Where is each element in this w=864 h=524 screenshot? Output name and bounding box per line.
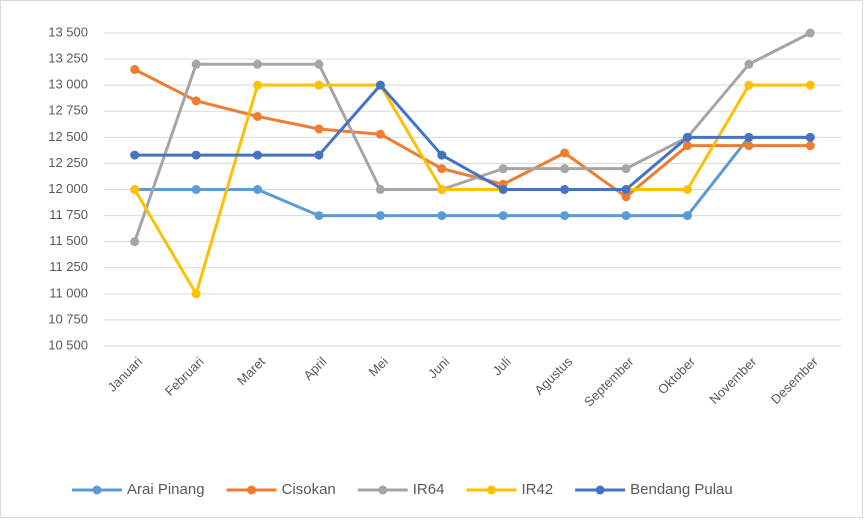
point <box>130 185 140 194</box>
legend-marker <box>486 485 496 495</box>
point <box>437 150 447 160</box>
point <box>744 132 754 142</box>
point <box>744 59 754 69</box>
point <box>682 211 692 221</box>
series-line <box>133 83 811 296</box>
y-tick-label: 12 250 <box>48 155 88 170</box>
point <box>314 80 324 90</box>
point <box>560 164 570 174</box>
point <box>191 289 201 299</box>
point <box>682 141 692 151</box>
point <box>621 164 631 174</box>
point <box>498 211 508 221</box>
point <box>805 132 815 142</box>
point <box>437 185 447 194</box>
point <box>314 59 324 69</box>
point <box>498 185 508 194</box>
y-tick-label: 13 250 <box>48 51 88 66</box>
point <box>253 150 263 160</box>
point <box>130 150 140 160</box>
point <box>805 80 815 90</box>
y-tick-label: 11 250 <box>49 259 88 274</box>
point <box>253 111 263 121</box>
legend-marker <box>378 485 388 495</box>
point <box>253 59 263 69</box>
legend-label: Cisokan <box>282 481 336 498</box>
point <box>437 211 447 221</box>
y-tick-label: 13 500 <box>48 24 88 39</box>
legend-label: IR64 <box>413 481 445 498</box>
point <box>375 211 385 221</box>
point <box>682 185 692 194</box>
point <box>130 237 140 247</box>
point <box>191 59 201 69</box>
point <box>191 96 201 106</box>
point <box>621 211 631 221</box>
y-tick-label: 10 500 <box>48 337 88 352</box>
series-line <box>134 83 811 191</box>
point <box>253 80 263 90</box>
legend-label: Arai Pinang <box>127 481 205 498</box>
point <box>621 192 631 202</box>
point <box>314 211 324 221</box>
legend-marker <box>92 485 102 495</box>
y-tick-label: 11 500 <box>49 233 88 248</box>
y-tick-label: 11 750 <box>49 207 88 222</box>
point <box>375 80 385 90</box>
series-line <box>133 31 811 243</box>
point <box>805 28 815 38</box>
legend-marker <box>595 485 605 495</box>
series-line <box>134 135 811 218</box>
point <box>744 141 754 151</box>
series-line <box>134 68 811 199</box>
point <box>560 148 570 158</box>
point <box>191 150 201 160</box>
point <box>253 185 263 194</box>
y-tick-label: 12 750 <box>48 103 88 118</box>
point <box>314 124 324 134</box>
point <box>744 80 754 90</box>
y-tick-label: 12 000 <box>48 181 88 196</box>
legend-label: IR42 <box>521 481 553 498</box>
legend-marker <box>247 485 257 495</box>
y-tick-label: 10 750 <box>48 311 88 326</box>
y-tick-label: 13 000 <box>48 77 88 92</box>
point <box>560 185 570 194</box>
point <box>375 185 385 194</box>
point <box>621 185 631 194</box>
point <box>560 211 570 221</box>
y-tick-label: 12 500 <box>48 129 88 144</box>
point <box>498 164 508 174</box>
point <box>130 65 140 75</box>
point <box>375 129 385 139</box>
point <box>682 132 692 142</box>
y-tick-label: 11 000 <box>49 285 88 300</box>
point <box>314 150 324 160</box>
point <box>191 185 201 194</box>
point <box>805 141 815 151</box>
point <box>437 164 447 174</box>
legend-label: Bendang Pulau <box>630 481 733 498</box>
